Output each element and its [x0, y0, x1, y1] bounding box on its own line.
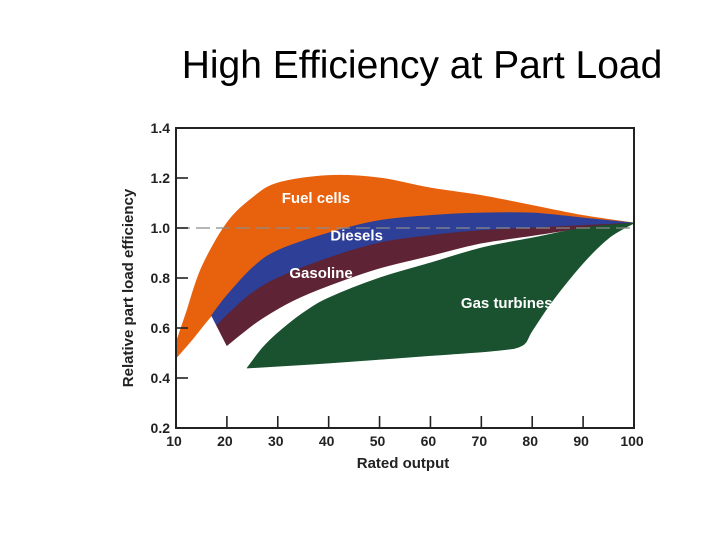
x-tick-label-20: 20 [217, 433, 233, 449]
x-axis-label: Rated output [357, 455, 449, 472]
y-tick-label-1-2: 1.2 [151, 170, 171, 186]
x-tick-label-100: 100 [620, 433, 644, 449]
y-tick-label-1-4: 1.4 [151, 120, 171, 136]
x-tick-label-70: 70 [472, 433, 488, 449]
x-tick-label-30: 30 [268, 433, 284, 449]
y-tick-label-1-0: 1.0 [151, 220, 171, 236]
label-gas-turbines: Gas turbines [461, 295, 553, 312]
band-labels: Fuel cells Diesels Gasoline Gas turbines [282, 190, 553, 312]
band-gas-turbines [246, 222, 635, 369]
x-tick-label-60: 60 [421, 433, 437, 449]
x-tick-label-80: 80 [522, 433, 538, 449]
y-tick-label-0-6: 0.6 [151, 320, 171, 336]
y-tick-label-0-8: 0.8 [151, 270, 171, 286]
x-tick-label-40: 40 [319, 433, 335, 449]
label-gasoline: Gasoline [289, 265, 352, 282]
y-ticks: 0.2 0.4 0.6 0.8 1.0 1.2 1.4 [151, 120, 188, 436]
y-axis-label: Relative part load efficiency [120, 188, 137, 387]
x-tick-label-10: 10 [166, 433, 182, 449]
x-ticks: 10 20 30 40 50 60 70 80 90 100 [166, 416, 644, 449]
label-fuel-cells: Fuel cells [282, 190, 350, 207]
y-tick-label-0-2: 0.2 [151, 420, 171, 436]
chart-bands [175, 174, 635, 369]
x-tick-label-90: 90 [573, 433, 589, 449]
label-diesels: Diesels [330, 228, 383, 245]
y-tick-label-0-4: 0.4 [151, 370, 171, 386]
x-tick-label-50: 50 [370, 433, 386, 449]
slide-title: High Efficiency at Part Load [181, 44, 663, 87]
